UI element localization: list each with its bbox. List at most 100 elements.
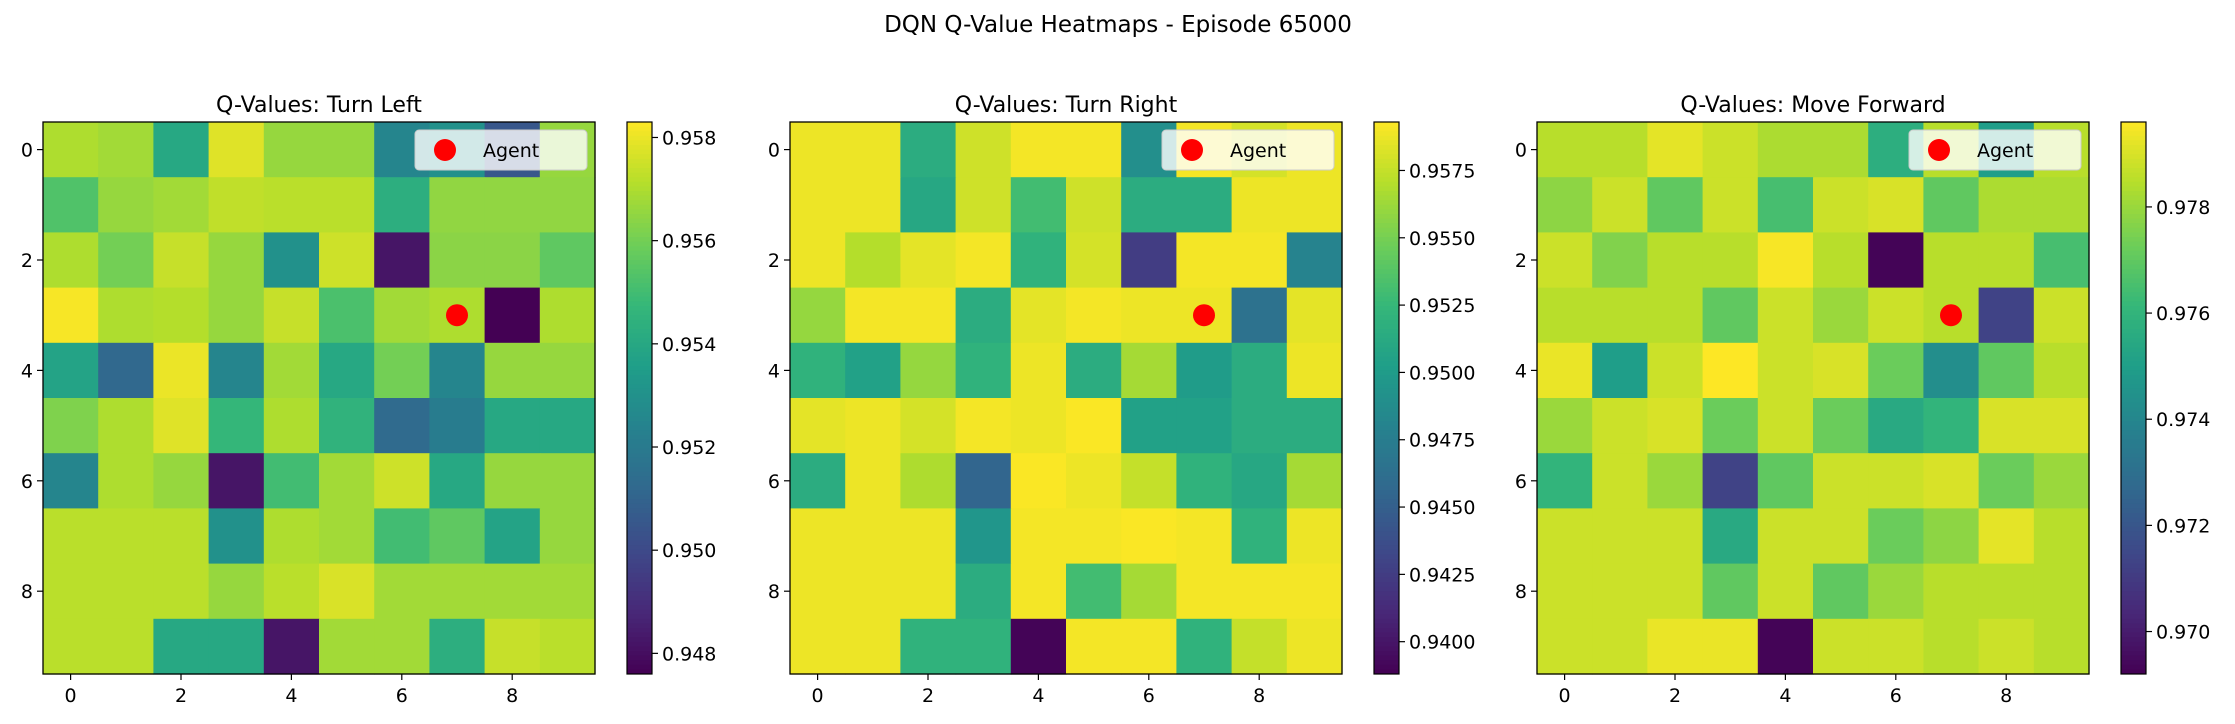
colorbar-segment (627, 145, 652, 151)
heatmap-cell (1923, 232, 1980, 289)
heatmap-cell (484, 232, 541, 289)
heatmap-cell (1537, 122, 1593, 178)
heatmap-cell (208, 508, 265, 565)
heatmap-cell (98, 508, 154, 565)
colorbar-segment (2121, 209, 2146, 215)
heatmap-cell (98, 232, 154, 289)
colorbar-segment (1374, 462, 1399, 468)
heatmap-cell (1066, 453, 1122, 509)
colorbar-segment (627, 370, 652, 376)
heatmap-cell (1592, 508, 1648, 565)
colorbar-segment (2121, 200, 2146, 206)
heatmap-cell (1010, 563, 1067, 620)
heatmap-cell (429, 342, 486, 399)
colorbar-tick-label: 0.9500 (1409, 362, 1475, 384)
heatmap-cell (319, 563, 375, 620)
heatmap-cell (484, 398, 541, 454)
colorbar-segment (627, 278, 652, 284)
colorbar-segment (627, 163, 652, 169)
heatmap-cell (2033, 177, 2090, 233)
colorbar-segment (627, 572, 652, 578)
heatmap-cell (1066, 287, 1122, 344)
heatmap-cell (374, 287, 430, 344)
heatmap-cell (1286, 563, 1343, 620)
colorbar-segment (627, 223, 652, 229)
colorbar-segment (627, 609, 652, 615)
colorbar-segment (1374, 347, 1399, 353)
colorbar-segment (1374, 646, 1399, 652)
colorbar-segment (2121, 651, 2146, 657)
colorbar-segment (627, 204, 652, 210)
heatmap-cell (1066, 232, 1122, 289)
colorbar-segment (2121, 375, 2146, 381)
heatmap-cell (2033, 232, 2090, 289)
heatmap-cell (1176, 177, 1233, 233)
colorbar-segment (1374, 637, 1399, 643)
colorbar-segment (627, 618, 652, 624)
colorbar-segment (1374, 227, 1399, 233)
heatmap-cell (790, 342, 846, 399)
colorbar-segment (1374, 471, 1399, 477)
colorbar-segment (627, 241, 652, 247)
heatmap-cell (1537, 287, 1593, 344)
colorbar-segment (627, 158, 652, 164)
colorbar-segment (2121, 411, 2146, 417)
colorbar-segment (2121, 158, 2146, 164)
heatmap-cell (1010, 453, 1067, 509)
heatmap-cell (1592, 563, 1648, 620)
heatmap-cell (1010, 342, 1067, 399)
colorbar-segment (2121, 154, 2146, 160)
heatmap-cell (1066, 398, 1122, 454)
heatmap-cell (1286, 232, 1343, 289)
heatmap-cell (1702, 232, 1759, 289)
colorbar-segment (2121, 614, 2146, 620)
heatmap-cell (1702, 618, 1759, 675)
heatmap-cell (263, 287, 320, 344)
colorbar-segment (627, 365, 652, 371)
colorbar-segment (627, 255, 652, 261)
colorbar-segment (2121, 591, 2146, 597)
colorbar-segment (2121, 540, 2146, 546)
legend: Agent (414, 129, 588, 171)
colorbar-segment (2121, 264, 2146, 270)
colorbar-segment (2121, 131, 2146, 137)
colorbar-segment (1374, 531, 1399, 537)
colorbar-segment (1374, 388, 1399, 394)
y-tick-label: 4 (768, 360, 780, 382)
colorbar-segment (2121, 485, 2146, 491)
heatmap-cell (1176, 453, 1233, 509)
heatmap-cell (429, 398, 486, 454)
heatmap-cell (98, 122, 154, 178)
heatmap-cell (1647, 618, 1704, 675)
colorbar-segment (2121, 605, 2146, 611)
colorbar-segment (1374, 379, 1399, 385)
colorbar-segment (627, 476, 652, 482)
colorbar-segment (627, 462, 652, 468)
heatmap-cell (374, 618, 430, 675)
heatmap-cell (845, 342, 901, 399)
colorbar-segment (1374, 411, 1399, 417)
colorbar-segment (627, 126, 652, 132)
colorbar-segment (1374, 324, 1399, 330)
heatmap-cell (153, 122, 210, 178)
colorbar-segment (2121, 356, 2146, 362)
colorbar-segment (2121, 572, 2146, 578)
heatmap-cell (429, 232, 486, 289)
x-tick-label: 4 (1032, 685, 1044, 707)
heatmap-cell (1923, 342, 1980, 399)
colorbar-segment (2121, 402, 2146, 408)
heatmap-cell (539, 453, 596, 509)
colorbar-segment (1374, 434, 1399, 440)
colorbar-segment (1374, 549, 1399, 555)
heatmap-cell (1010, 177, 1067, 233)
heatmap-cell (900, 342, 957, 399)
heatmap-cell (484, 508, 541, 565)
colorbar-segment (627, 655, 652, 661)
heatmap-cell (539, 177, 596, 233)
colorbar-segment (1374, 140, 1399, 146)
colorbar-segment (1374, 582, 1399, 588)
heatmap-cell (790, 398, 846, 454)
colorbar-segment (2121, 471, 2146, 477)
colorbar-segment (2121, 347, 2146, 353)
colorbar-segment (2121, 494, 2146, 500)
